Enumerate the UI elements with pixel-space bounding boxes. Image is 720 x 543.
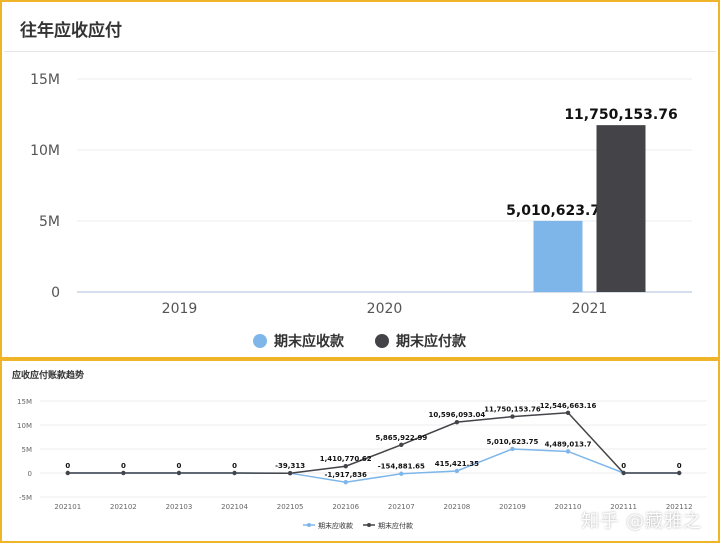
x-tick-label: 202109	[499, 503, 526, 511]
data-label: 0	[121, 462, 126, 470]
x-tick-label: 2019	[162, 301, 198, 317]
data-label: 12,546,663.16	[540, 402, 597, 410]
data-label: -39,313	[275, 462, 305, 470]
legend-label: 期末应收款	[274, 333, 345, 350]
data-point	[454, 419, 460, 425]
data-label: -154,881.65	[378, 463, 425, 471]
data-point	[232, 470, 237, 476]
data-point	[510, 446, 515, 452]
data-label: -1,917,836	[325, 471, 367, 479]
x-tick-label: 202111	[610, 503, 637, 511]
legend-marker	[367, 523, 371, 527]
annual-chart-title: 往年应收应付	[20, 21, 122, 41]
data-label: 0	[621, 462, 626, 470]
data-point	[565, 410, 571, 415]
annual-bar-chart: 0 5M 10M 15M 2019 2020 2021 5,010,623.75 11,750,…	[30, 72, 692, 350]
y-tick-label: 10M	[17, 422, 32, 430]
data-point	[121, 470, 126, 476]
x-tick-label: 202105	[277, 503, 304, 511]
y-tick-label: 0	[28, 470, 32, 478]
data-point	[343, 480, 348, 485]
x-tick-label: 202102	[110, 503, 137, 511]
x-tick-label: 202106	[332, 503, 359, 511]
series-line	[67, 412, 680, 474]
data-point	[399, 471, 404, 476]
watermark: 知乎 @藏雅之	[581, 511, 702, 532]
data-point	[399, 442, 404, 448]
x-tick-label: 202103	[166, 503, 193, 511]
y-tick-label: 0	[51, 285, 60, 301]
legend-label: 期末应付款	[378, 521, 413, 530]
legend-label: 期末应付款	[396, 333, 467, 350]
data-point	[176, 470, 182, 476]
title-divider	[4, 51, 716, 52]
x-tick-label: 202110	[555, 503, 582, 511]
legend-label: 期末应收款	[318, 521, 353, 530]
x-tick-label: 202104	[221, 503, 248, 511]
x-tick-label: 202107	[388, 503, 415, 511]
data-label: 11,750,153.76	[484, 406, 541, 414]
bar	[533, 220, 583, 292]
data-label: 415,421.35	[435, 460, 479, 468]
trend-chart-title: 应收应付账款趋势	[12, 371, 85, 381]
y-tick-label: 15M	[17, 398, 32, 406]
y-tick-label: 5M	[39, 214, 60, 230]
y-tick-label: 15M	[30, 72, 60, 88]
x-tick-label: 202112	[666, 503, 693, 511]
data-label: 0	[65, 462, 70, 470]
trend-line-chart: -5M 0 5M 10M 15M 202101 202102 202103 202104 2021…	[17, 398, 707, 530]
legend-marker	[375, 334, 389, 348]
data-point	[621, 470, 626, 476]
data-label: 4,489,013.7	[545, 440, 592, 448]
trend-chart-panel: 应收应付账款趋势 -5M 0 5M 10M 15M 202101 202102 202103 2…	[0, 359, 720, 543]
data-point	[510, 414, 515, 419]
x-tick-label: 2020	[367, 301, 403, 317]
y-tick-label: 10M	[30, 143, 60, 159]
data-label: 11,750,153.76	[564, 107, 677, 123]
x-tick-label: 2021	[572, 301, 608, 317]
x-tick-label: 202101	[54, 503, 81, 511]
data-label: 0	[232, 462, 237, 470]
data-point	[565, 449, 571, 454]
data-label: 0	[177, 462, 182, 470]
data-label: 10,596,093.04	[429, 411, 486, 419]
data-point	[65, 470, 70, 476]
data-label: 5,010,623.75	[506, 203, 610, 219]
series-line	[67, 448, 680, 483]
bar	[596, 125, 646, 292]
data-label: 1,410,770.62	[320, 455, 372, 463]
data-label: 5,865,922.99	[375, 434, 427, 442]
y-tick-label: -5M	[19, 494, 32, 502]
data-label: 5,010,623.75	[487, 438, 539, 446]
annual-chart-panel: 往年应收应付 0 5M 10M 15M 2019 2020 2021 5,010,623.75…	[0, 0, 720, 359]
x-tick-label: 202108	[444, 503, 471, 511]
data-point	[677, 470, 682, 476]
y-tick-label: 5M	[22, 446, 33, 454]
data-point	[343, 464, 348, 469]
data-point	[454, 468, 460, 474]
legend-marker	[307, 523, 311, 527]
data-point	[287, 470, 293, 476]
legend-marker	[253, 334, 267, 348]
data-label: 0	[677, 462, 682, 470]
